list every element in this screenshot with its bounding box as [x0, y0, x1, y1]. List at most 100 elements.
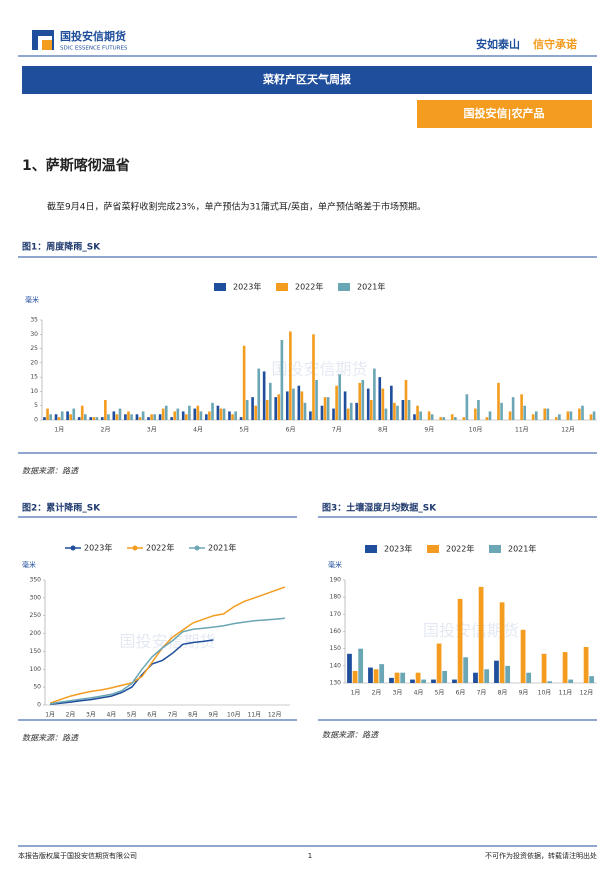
- x-tick-label: 8月: [498, 690, 508, 697]
- x-tick-label: 12月: [580, 690, 594, 697]
- x-tick-label: 1月: [351, 690, 361, 697]
- legend-label: 2021年: [208, 543, 236, 553]
- legend-label: 2022年: [146, 543, 174, 553]
- y-tick-label: 0: [34, 417, 38, 424]
- watermark: 国投安信期货: [423, 621, 519, 640]
- tag-text: 国投安信|农产品: [463, 106, 544, 120]
- source: 数据来源：路透: [22, 467, 79, 476]
- chart-title: 图1：周度降雨_SK: [22, 241, 101, 253]
- y-tick-label: 150: [30, 648, 42, 655]
- y-tick-label: 170: [330, 611, 342, 618]
- bar: [231, 414, 234, 420]
- page-number: 1: [308, 852, 312, 860]
- x-tick-label: 4月: [193, 427, 203, 434]
- x-tick-label: 1月: [45, 712, 55, 719]
- bar: [592, 411, 596, 420]
- x-tick-label: 6月: [456, 690, 466, 697]
- x-tick-label: 2月: [372, 690, 382, 697]
- x-tick-label: 7月: [332, 427, 342, 434]
- bar: [80, 405, 84, 420]
- watermark: 国投安信期货: [271, 360, 367, 379]
- bar: [338, 374, 342, 420]
- x-tick-label: 5月: [239, 427, 249, 434]
- bar: [347, 653, 352, 683]
- bar: [457, 598, 463, 683]
- y-tick-label: 130: [330, 680, 342, 687]
- legend-label: 2023年: [384, 544, 412, 554]
- bar: [505, 665, 511, 683]
- y-tick-label: 50: [33, 684, 41, 691]
- bar: [280, 340, 284, 420]
- bar: [89, 417, 93, 420]
- line: [50, 639, 214, 706]
- bar: [222, 408, 226, 420]
- bar: [419, 411, 422, 420]
- bar: [554, 417, 558, 420]
- bar: [520, 394, 523, 420]
- x-tick-label: 2月: [101, 427, 111, 434]
- bar: [188, 405, 191, 420]
- bar: [534, 411, 538, 420]
- legend-label: 2021年: [508, 544, 536, 554]
- bar: [92, 417, 96, 420]
- bar: [285, 391, 289, 420]
- y-tick-label: 30: [30, 331, 38, 338]
- bar: [205, 414, 208, 420]
- bar: [484, 669, 490, 683]
- bar: [343, 391, 347, 420]
- bar: [497, 382, 500, 420]
- x-tick-label: 7月: [477, 690, 487, 697]
- footer-right: 不可作为投资依据，转载请注明出处: [485, 851, 597, 860]
- x-tick-label: 6月: [147, 712, 157, 719]
- legend-swatch: [427, 545, 439, 553]
- x-tick-label: 10月: [227, 712, 241, 719]
- y-tick-label: 190: [330, 577, 342, 584]
- bar: [84, 414, 87, 420]
- bar: [499, 602, 505, 683]
- bar: [390, 385, 393, 420]
- bar: [361, 380, 365, 420]
- y-tick-label: 150: [330, 645, 342, 652]
- bar: [416, 405, 419, 420]
- source: 数据来源：路透: [22, 734, 79, 743]
- legend-swatch: [132, 545, 138, 551]
- bar: [211, 402, 214, 420]
- y-axis-label: 毫米: [25, 295, 39, 304]
- slogan: 信守承诺: [533, 37, 577, 51]
- bar: [500, 402, 503, 420]
- bar: [57, 417, 61, 420]
- bar: [107, 414, 110, 420]
- legend-label: 2021年: [357, 282, 385, 292]
- bar: [173, 411, 177, 420]
- bar: [454, 417, 457, 420]
- bar: [228, 411, 231, 420]
- y-tick-label: 350: [30, 577, 42, 584]
- bar: [430, 414, 434, 420]
- x-tick-label: 11月: [247, 712, 261, 719]
- bar: [578, 408, 581, 420]
- bar: [523, 405, 527, 420]
- legend-swatch: [276, 283, 288, 291]
- legend-label: 2023年: [84, 543, 112, 553]
- bar: [66, 411, 69, 420]
- bar: [427, 411, 431, 420]
- bar: [407, 400, 411, 420]
- bar: [581, 405, 584, 420]
- bar: [170, 417, 173, 420]
- logo: [42, 40, 52, 50]
- x-tick-label: 8月: [188, 712, 198, 719]
- bar: [100, 417, 104, 420]
- y-tick-label: 250: [30, 612, 42, 619]
- bar: [373, 368, 376, 420]
- y-tick-label: 0: [37, 702, 41, 709]
- bar: [355, 402, 358, 420]
- legend-swatch: [365, 545, 377, 553]
- x-tick-label: 7月: [168, 712, 178, 719]
- bar: [368, 667, 373, 683]
- bar: [566, 411, 570, 420]
- bar: [463, 657, 469, 683]
- bar: [436, 643, 442, 683]
- bar: [326, 397, 330, 420]
- bar: [393, 402, 396, 420]
